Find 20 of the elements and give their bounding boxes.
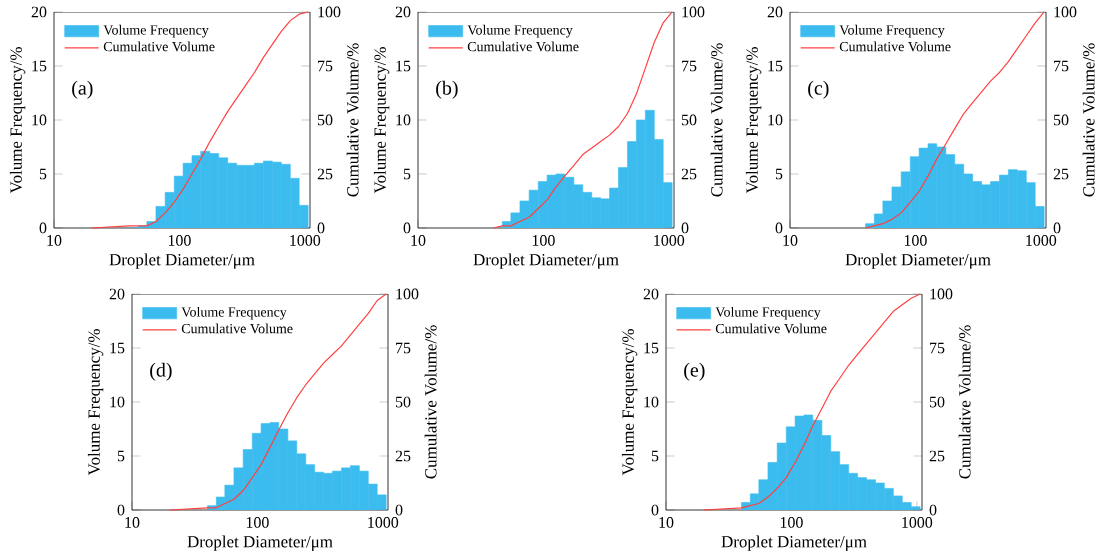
x-axis-title: Droplet Diameter/μm	[845, 253, 991, 269]
y-axis-title: Volume Frequency/%	[621, 329, 638, 476]
y2-axis-title: Cumulative Volume/%	[346, 43, 359, 197]
annotation: (b)	[436, 80, 458, 99]
x-axis-title: Droplet Diameter/μm	[473, 253, 619, 269]
x-axis-title: Droplet Diameter/μm	[721, 535, 867, 551]
y-axis-title: Volume Frequency/%	[9, 47, 26, 194]
y2-axis-title: Cumulative Volume/%	[1082, 43, 1095, 197]
annotation: (c)	[808, 80, 829, 99]
annotation: (a)	[72, 80, 93, 99]
annotation: (d)	[150, 362, 172, 381]
y2-axis-title: Cumulative Volume/%	[958, 325, 971, 479]
x-axis-title: Droplet Diameter/μm	[187, 535, 333, 551]
y-axis-title: Volume Frequency/%	[87, 329, 104, 476]
y2-axis-title: Cumulative Volume/%	[424, 325, 437, 479]
annotation: (e)	[684, 362, 705, 381]
y-axis-title: Volume Frequency/%	[373, 47, 390, 194]
x-axis-title: Droplet Diameter/μm	[109, 253, 255, 269]
y-axis-title: Volume Frequency/%	[745, 47, 762, 194]
y2-axis-title: Cumulative Volume/%	[710, 43, 723, 197]
